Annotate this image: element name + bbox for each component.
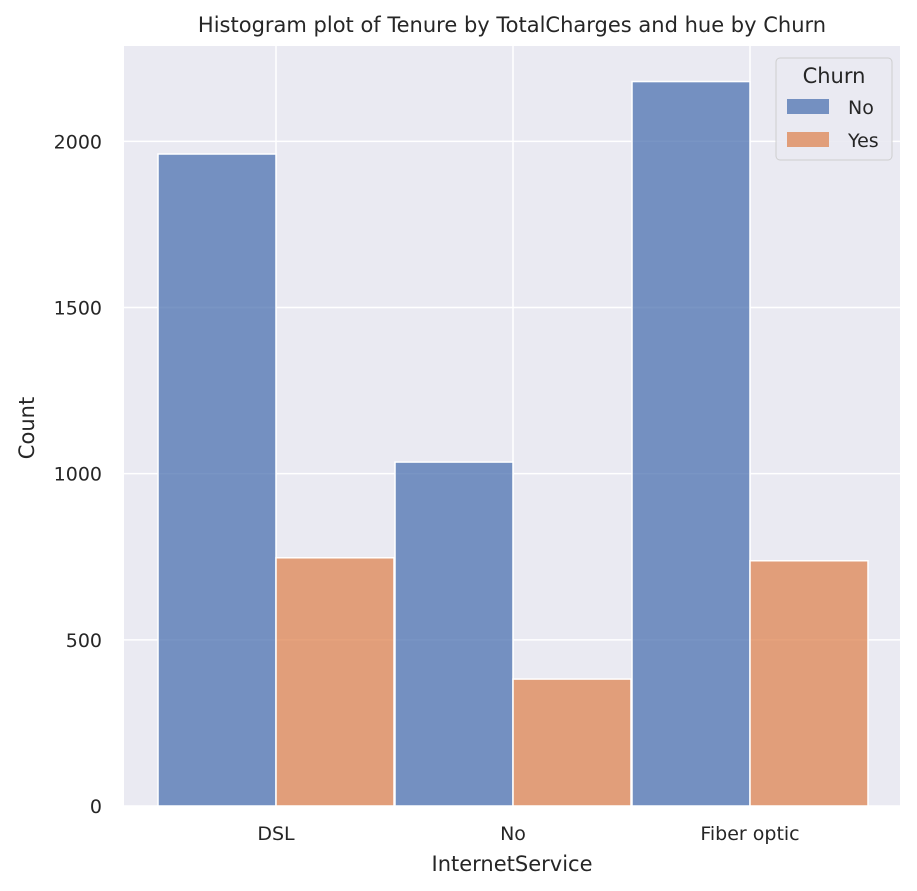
- bar-fiber-optic-yes: [749, 560, 869, 807]
- bar-no-yes: [512, 678, 632, 807]
- x-tick-label: DSL: [257, 823, 295, 845]
- x-axis-label: InternetService: [432, 852, 593, 876]
- bars: [157, 80, 869, 807]
- bar-fiber-optic-no: [631, 80, 751, 807]
- y-ticks: 0 500 1000 1500 2000: [54, 131, 102, 818]
- bar-dsl-yes: [275, 557, 395, 807]
- legend-label-no: No: [848, 97, 874, 119]
- legend-swatch-no: [787, 99, 829, 114]
- bar-dsl-no: [157, 153, 277, 807]
- y-tick-label: 1500: [54, 298, 102, 320]
- legend-title: Churn: [803, 64, 866, 88]
- x-ticks: DSL No Fiber optic: [257, 823, 799, 845]
- bar-no-no: [394, 461, 514, 807]
- legend: Churn No Yes: [775, 57, 893, 161]
- chart-title: Histogram plot of Tenure by TotalCharges…: [198, 13, 826, 37]
- y-tick-label: 500: [66, 630, 102, 652]
- x-tick-label: Fiber optic: [700, 823, 799, 845]
- y-axis-label: Count: [15, 397, 39, 459]
- y-tick-label: 0: [90, 796, 102, 818]
- x-tick-label: No: [500, 823, 526, 845]
- y-tick-label: 1000: [54, 464, 102, 486]
- legend-swatch-yes: [787, 132, 829, 147]
- legend-label-yes: Yes: [847, 130, 879, 152]
- y-tick-label: 2000: [54, 131, 102, 153]
